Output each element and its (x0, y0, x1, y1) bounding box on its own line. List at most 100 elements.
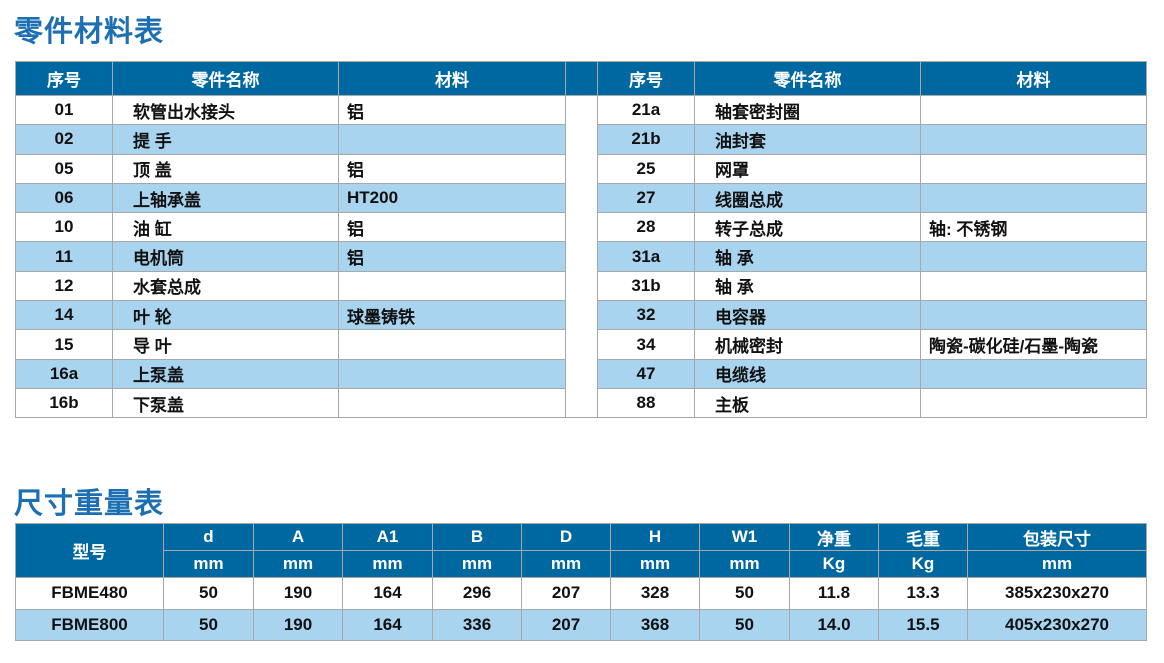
parts-material-table: 序号 零件名称 材料 序号 零件名称 材料 01 软管出水接头铝 21a 轴套密封圈 0… (15, 61, 1147, 419)
header-unit: mm (342, 550, 433, 578)
header-column: W1 (699, 523, 790, 551)
value-cell: 207 (521, 577, 611, 610)
header-part-name: 零件名称 (112, 61, 339, 96)
part-no: 47 (597, 358, 695, 389)
part-material: 铝 (338, 153, 566, 184)
part-material (920, 358, 1147, 389)
parts-header-row: 序号 零件名称 材料 序号 零件名称 材料 (15, 61, 1147, 96)
part-no: 21b (597, 124, 695, 155)
part-no: 88 (597, 387, 695, 419)
header-gap (565, 61, 598, 96)
part-material (338, 358, 566, 389)
part-name: 导 叶 (112, 329, 339, 360)
table-row: FBME480 50 190 164 296 207 328 50 11.8 13.3 385x23… (15, 577, 1147, 610)
part-material (920, 182, 1147, 214)
part-no: 34 (597, 329, 695, 360)
table-row: 12 水套总成 31b 轴 承 (15, 270, 1147, 302)
value-cell: 14.0 (789, 608, 879, 641)
part-no: 06 (15, 182, 113, 214)
header-unit: mm (521, 550, 611, 578)
value-cell: 50 (699, 577, 790, 610)
value-cell: 368 (610, 608, 700, 641)
part-name: 顶 盖 (112, 153, 339, 184)
part-no: 12 (15, 270, 113, 302)
table-gap (565, 94, 598, 419)
table-row: 06 上轴承盖 HT200 27 线圈总成 (15, 182, 1147, 214)
header-column: D (521, 523, 611, 551)
header-column: 净重 (789, 523, 879, 551)
part-material (920, 387, 1147, 419)
part-no: 15 (15, 329, 113, 360)
part-material: 球墨铸铁 (338, 300, 566, 331)
value-cell: 164 (342, 577, 433, 610)
header-column: A1 (342, 523, 433, 551)
dims-header-row: 型号 d A A1 B D H W1 净重 毛重 包装尺寸 (15, 523, 1147, 578)
part-name: 上轴承盖 (112, 182, 339, 214)
part-name: 主板 (694, 387, 921, 419)
part-no: 25 (597, 153, 695, 184)
part-no: 31b (597, 270, 695, 302)
value-cell: 207 (521, 608, 611, 641)
value-cell: 385x230x270 (967, 577, 1147, 610)
part-material: 铝 (338, 241, 566, 272)
part-no: 16b (15, 387, 113, 419)
part-material (920, 153, 1147, 184)
header-unit: mm (253, 550, 343, 578)
part-name: 轴 承 (694, 270, 921, 302)
value-cell: 50 (163, 608, 254, 641)
value-cell: 50 (163, 577, 254, 610)
table-row: 01 软管出水接头铝 21a 轴套密封圈 (15, 94, 1147, 419)
header-no: 序号 (15, 61, 113, 96)
part-name: 轴 承 (694, 241, 921, 272)
part-no: 28 (597, 212, 695, 243)
part-name: 网罩 (694, 153, 921, 184)
table-row: 10 油 缸铝 28 转子总成 轴: 不锈钢 (15, 212, 1147, 243)
table-row: 16a 上泵盖 47 电缆线 (15, 358, 1147, 389)
table-row: 16b 下泵盖 88 主板 (15, 387, 1147, 419)
header-material: 材料 (920, 61, 1147, 96)
part-no: 31a (597, 241, 695, 272)
value-cell: 13.3 (878, 577, 968, 610)
table-row: 05 顶 盖铝 25 网罩 (15, 153, 1147, 184)
part-name: 下泵盖 (112, 387, 339, 419)
part-no: 01 (15, 94, 113, 126)
table-row: 11 电机筒铝 31a 轴 承 (15, 241, 1147, 272)
header-no: 序号 (597, 61, 695, 96)
part-name: 上泵盖 (112, 358, 339, 389)
part-no: 05 (15, 153, 113, 184)
value-cell: 190 (253, 608, 343, 641)
model-cell: FBME800 (15, 608, 164, 641)
part-no: 27 (597, 182, 695, 214)
part-name: 水套总成 (112, 270, 339, 302)
value-cell: 328 (610, 577, 700, 610)
table-row: FBME800 50 190 164 336 207 368 50 14.0 15.5 405x23… (15, 608, 1147, 641)
part-name: 轴套密封圈 (694, 94, 921, 126)
value-cell: 405x230x270 (967, 608, 1147, 641)
part-name: 软管出水接头 (112, 94, 339, 126)
value-cell: 15.5 (878, 608, 968, 641)
part-name: 电机筒 (112, 241, 339, 272)
part-material (920, 94, 1147, 126)
value-cell: 190 (253, 577, 343, 610)
part-no: 21a (597, 94, 695, 126)
header-unit: mm (699, 550, 790, 578)
dimensions-weight-table: 型号 d A A1 B D H W1 净重 毛重 包装尺寸 mm mm mm mm mm mm mm Kg Kg mm … (15, 523, 1147, 641)
part-material (920, 300, 1147, 331)
part-no: 11 (15, 241, 113, 272)
part-material (920, 124, 1147, 155)
dims-table-title: 尺寸重量表 (14, 488, 165, 520)
table-row: 14 叶 轮球墨铸铁 32 电容器 (15, 300, 1147, 331)
part-no: 32 (597, 300, 695, 331)
table-row: 15 导 叶 34 机械密封 陶瓷-碳化硅/石墨-陶瓷 (15, 329, 1147, 360)
part-name: 油封套 (694, 124, 921, 155)
parts-table-title: 零件材料表 (14, 16, 165, 48)
part-material (920, 241, 1147, 272)
header-column: A (253, 523, 343, 551)
part-name: 叶 轮 (112, 300, 339, 331)
value-cell: 50 (699, 608, 790, 641)
part-name: 电缆线 (694, 358, 921, 389)
model-cell: FBME480 (15, 577, 164, 610)
dims-unit-row: mm mm mm mm mm mm mm Kg Kg mm (16, 550, 1147, 578)
value-cell: 164 (342, 608, 433, 641)
part-material (338, 387, 566, 419)
